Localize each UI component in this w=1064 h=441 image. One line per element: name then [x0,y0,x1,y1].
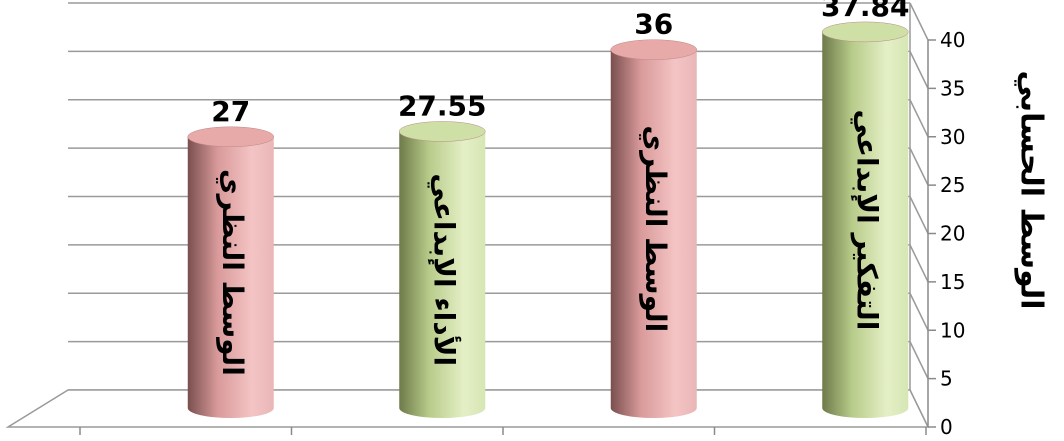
bar [610,39,697,418]
category-label: التفكير الإبداعي [850,110,883,331]
category-label: الأداء الإبداعي [427,173,461,366]
bar-top [610,39,697,60]
y-tick-label: 5 [940,367,953,391]
bar-top [822,21,909,43]
bar-top [399,121,486,142]
gridline-side [909,99,929,138]
y-tick-label: 10 [940,318,965,342]
bar-body [610,49,697,418]
data-label: 27.55 [398,89,487,122]
y-tick-label: 30 [940,125,965,149]
gridline-side [909,2,929,41]
labels: 0 5 10 15 20 25 30 35 40 27 الوسط النظري 27.55 الأدا… [211,0,1048,439]
y-axis-title: الوسط الحسابي [1014,70,1049,309]
bar [187,126,274,418]
data-label: 36 [634,8,673,41]
y-tick-label: 35 [940,76,965,100]
gridline-side [909,292,929,331]
category-label: الوسط النظري [216,169,249,376]
bar-body [399,131,486,419]
gridline-side [909,196,929,234]
gridline-side [909,147,929,186]
bars [187,21,909,419]
gridline-side [909,51,929,89]
gridline-side [909,341,929,379]
gridline-side [909,244,929,283]
y-tick-label: 40 [940,28,965,52]
bar [399,121,486,419]
y-tick-label: 0 [940,415,953,439]
data-label: 37.84 [821,0,910,23]
bar-top [187,126,274,148]
data-label: 27 [211,95,250,128]
y-tick-label: 15 [940,270,965,294]
bar [822,21,909,418]
category-label: الوسط النظري [639,125,672,332]
y-tick-label: 20 [940,222,965,246]
bar-body [822,31,909,418]
bar-body [187,136,274,418]
y-tick-label: 25 [940,173,965,197]
